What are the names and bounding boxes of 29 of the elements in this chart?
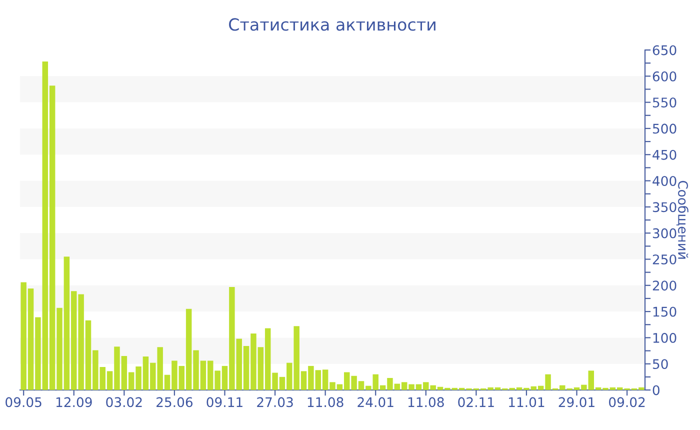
y-tick-label: 250	[652, 254, 676, 264]
y-tick-label: 100	[653, 332, 676, 343]
y-tick-label: 400	[652, 176, 676, 186]
x-tick-label: 24.01	[358, 397, 394, 408]
x-tick-label: 11.08	[308, 397, 344, 408]
x-tick-label: 29.01	[558, 397, 594, 408]
y-tick-label: 150	[653, 306, 676, 317]
y-tick-label: 350	[652, 202, 676, 212]
x-tick-label: 02.11	[458, 397, 494, 408]
y-axis-title: Сообщений	[676, 180, 688, 259]
y-tick-label: 500	[652, 124, 676, 134]
x-tick-label: 11.01	[509, 397, 544, 408]
y-tick-label: 0	[652, 385, 660, 396]
y-tick-label: 200	[652, 280, 676, 291]
x-tick-label: 09.11	[206, 397, 242, 408]
x-tick-label: 25.06	[156, 397, 193, 408]
y-tick-label: 600	[652, 71, 676, 82]
y-tick-label: 550	[652, 98, 676, 108]
y-tick-label: 50	[652, 359, 668, 370]
x-tick-label: 27.03	[257, 397, 293, 408]
x-tick-label: 09.05	[6, 397, 42, 408]
x-tick-label: 11.08	[408, 397, 444, 408]
x-tick-label: 03.02	[106, 397, 142, 408]
x-tick-label: 12.09	[56, 397, 92, 408]
y-tick-label: 450	[652, 150, 676, 160]
x-tick-label: 09.02	[609, 397, 645, 408]
y-tick-label: 300	[652, 228, 676, 238]
chart-title: Статистика активности	[229, 18, 436, 31]
y-tick-label: 650	[652, 45, 676, 56]
